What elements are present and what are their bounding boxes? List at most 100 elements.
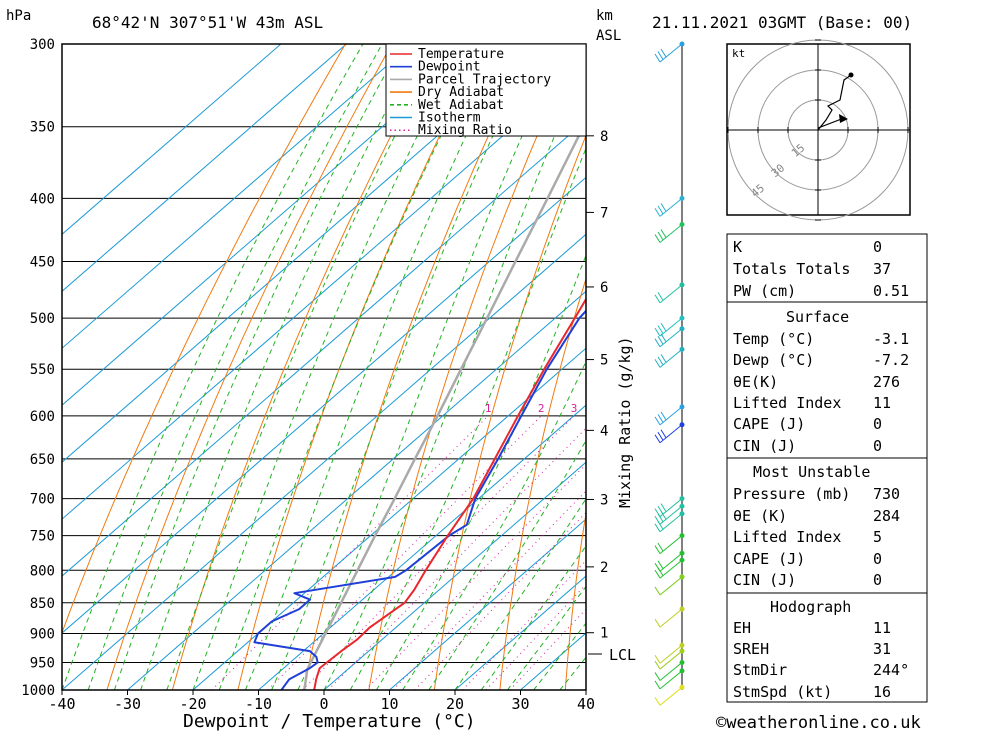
pressure-tick-label: 550 — [30, 362, 55, 378]
wind-barb-flag — [654, 208, 661, 217]
wind-barb-flag — [654, 680, 661, 690]
x-tick-label: -10 — [245, 695, 272, 713]
dry-adiabat-line — [499, 277, 586, 690]
surface-dewp-label: Dewp (°C) — [733, 351, 814, 369]
wind-barb-flag — [660, 354, 667, 363]
wind-barb-flag — [654, 586, 661, 596]
x-tick-label: 30 — [511, 695, 529, 713]
pressure-tick-label: 950 — [30, 655, 55, 671]
km-tick-label: 2 — [600, 560, 608, 576]
dry-adiabat-line — [564, 510, 586, 690]
pressure-tick-label: 750 — [30, 529, 55, 545]
wet-adiabat-line — [375, 253, 586, 690]
wind-barb-flag — [654, 697, 661, 706]
wind-barb-flag — [654, 545, 661, 554]
wind-barb-flag — [660, 229, 667, 238]
km-tick-label: 6 — [600, 280, 608, 296]
temperature-line — [313, 297, 586, 690]
parcel-trajectory-line — [303, 118, 586, 690]
wind-barb-staff — [659, 505, 683, 525]
wet-adiabat-line — [428, 439, 586, 690]
wind-barb-staff — [659, 608, 683, 628]
wet-adiabat-line — [218, 44, 487, 690]
pressure-tick-label: 350 — [30, 120, 55, 136]
wind-barb-flag — [657, 520, 664, 530]
wet-adiabat-line — [87, 44, 383, 690]
pressure-tick-label: 800 — [30, 563, 55, 579]
hodograph-trace — [817, 74, 852, 131]
legend-label: Wet Adiabat — [418, 98, 504, 113]
location-title: 68°42'N 307°51'W 43m ASL — [92, 13, 323, 32]
wind-barb-flag — [654, 338, 661, 347]
surface-li-value: 11 — [873, 394, 891, 412]
wet-adiabat-line — [480, 545, 586, 690]
pressure-tick-label: 500 — [30, 311, 55, 327]
isotherm-line — [192, 347, 586, 690]
surface-table: Surface Temp (°C) -3.1 Dewp (°C) -7.2 θE… — [726, 301, 928, 459]
pressure-axis: 300 350 400 450 500 550 600 650 700 750 800 850 900 9… — [21, 37, 55, 699]
x-tick-label: 10 — [380, 695, 398, 713]
x-tick-label: -20 — [179, 695, 206, 713]
surface-cin-value: 0 — [873, 437, 882, 455]
tt-value: 37 — [873, 260, 891, 278]
dewpoint-line — [253, 309, 586, 690]
wet-adiabat-line — [192, 44, 465, 690]
legend-label: Isotherm — [418, 111, 481, 126]
wind-barb-flag — [657, 414, 664, 423]
wind-barb-staff — [659, 328, 683, 348]
wind-barb-flag — [654, 53, 661, 63]
mu-title: Most Unstable — [753, 463, 870, 481]
wind-barb-flag — [657, 205, 664, 215]
wet-adiabat-line — [349, 147, 586, 690]
pressure-tick-label: 400 — [30, 191, 55, 207]
isobar-lines — [62, 44, 586, 690]
surface-temp-value: -3.1 — [873, 330, 909, 348]
isotherm-line — [62, 119, 586, 577]
x-tick-label: -30 — [114, 695, 141, 713]
pressure-tick-label: 300 — [30, 37, 55, 53]
mu-pressure-value: 730 — [873, 485, 900, 503]
temperature-axis: -40 -30 -20 -10 0 10 20 30 40 — [48, 690, 595, 713]
km-tick-label: 7 — [600, 205, 608, 221]
wind-barb-staff — [659, 662, 683, 681]
hodograph-top-point — [848, 72, 854, 78]
wind-barb-flag — [657, 231, 664, 241]
dry-adiabat-line — [237, 44, 486, 690]
isotherm-line — [62, 44, 282, 236]
pw-label: PW (cm) — [733, 282, 796, 300]
sreh-label: SREH — [733, 640, 769, 658]
wind-barb-flag — [657, 335, 664, 345]
wind-barb-staff — [659, 670, 683, 690]
isotherm-line — [323, 461, 586, 690]
hodo-title: Hodograph — [770, 598, 851, 616]
km-tick-label: 4 — [600, 423, 608, 439]
wind-barb-flag — [654, 618, 661, 628]
isotherm-line — [454, 575, 586, 690]
k-label: K — [733, 238, 742, 256]
wind-barb-staff — [659, 224, 683, 243]
wind-barb-flag — [660, 333, 667, 342]
wind-barb-flag — [657, 325, 664, 334]
isotherm-line — [127, 290, 586, 690]
dry-adiabat-line — [171, 44, 439, 690]
wet-adiabat-lines — [62, 44, 586, 690]
wind-barb-staff — [659, 650, 683, 670]
isotherm-line — [62, 44, 347, 292]
sreh-value: 31 — [873, 640, 891, 658]
stmdir-value: 244° — [873, 661, 909, 679]
plot-frame — [61, 43, 587, 691]
dry-adiabat-line — [302, 44, 532, 690]
mixing-ratio-line — [414, 511, 586, 690]
wind-barb-flag — [654, 654, 661, 664]
wind-barb-flag — [654, 523, 661, 533]
mixing-ratio-line — [509, 608, 586, 690]
mu-cin-value: 0 — [873, 571, 882, 589]
wind-barb-flag — [654, 672, 661, 681]
isotherm-line — [62, 44, 478, 406]
mu-cape-value: 0 — [873, 550, 882, 568]
legend-label: Temperature — [418, 47, 504, 62]
pressure-tick-label: 600 — [30, 409, 55, 425]
